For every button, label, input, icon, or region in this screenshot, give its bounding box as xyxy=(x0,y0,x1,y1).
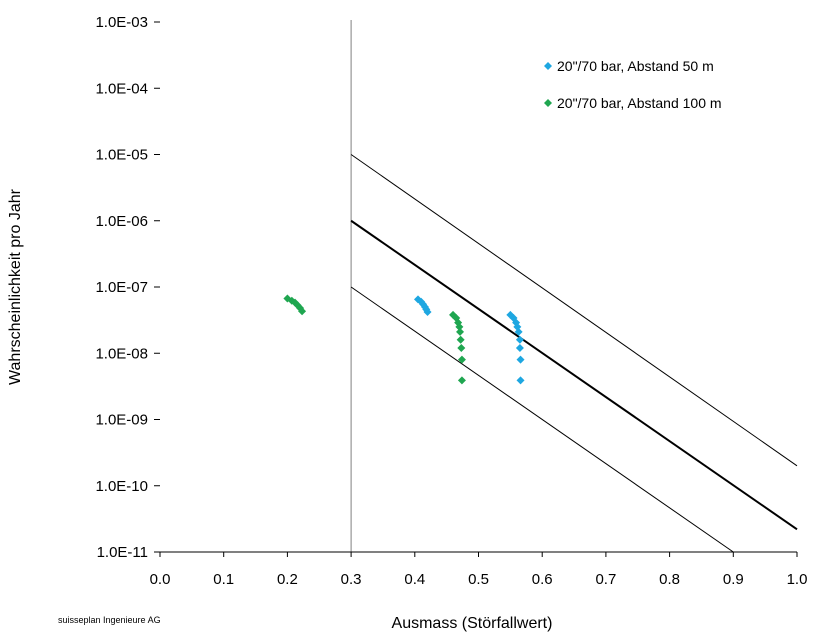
x-tick-label: 0.6 xyxy=(532,571,553,588)
data-point xyxy=(514,327,523,336)
legend-label: 20"/70 bar, Abstand 100 m xyxy=(557,95,722,111)
x-tick-label: 0.5 xyxy=(468,571,489,588)
data-points xyxy=(283,294,525,385)
x-tick-label: 0.9 xyxy=(723,571,744,588)
x-axis-ticks: 0.0 0.1 0.2 0.3 0.4 0.5 0.6 0.7 0.8 0.9 1.0 xyxy=(150,552,808,588)
x-tick-label: 0.7 xyxy=(595,571,616,588)
y-tick-label: 1.0E-10 xyxy=(95,478,148,495)
data-point xyxy=(515,335,524,344)
y-tick-label: 1.0E-09 xyxy=(95,412,148,429)
y-axis-label: Wahrscheinlichkeit pro Jahr xyxy=(7,188,24,385)
x-axis-label: Ausmass (Störfallwert) xyxy=(392,615,553,632)
y-tick-label: 1.0E-11 xyxy=(97,544,148,561)
y-tick-label: 1.0E-05 xyxy=(95,147,148,164)
y-tick-label: 1.0E-03 xyxy=(95,14,148,31)
legend-marker xyxy=(544,62,552,70)
data-point xyxy=(457,355,466,364)
y-tick-label: 1.0E-07 xyxy=(95,279,148,296)
data-point xyxy=(423,307,432,316)
footer-credit: suisseplan Ingenieure AG xyxy=(58,615,161,625)
data-point xyxy=(515,344,524,353)
y-tick-label: 1.0E-04 xyxy=(95,80,148,97)
data-point xyxy=(456,327,465,336)
x-tick-label: 0.0 xyxy=(150,571,171,588)
y-tick-label: 1.0E-08 xyxy=(95,345,148,362)
acceptability-line xyxy=(350,154,798,467)
data-point xyxy=(456,335,465,344)
legend-label: 20"/70 bar, Abstand 50 m xyxy=(557,58,714,74)
x-tick-label: 0.2 xyxy=(277,571,298,588)
acceptability-line xyxy=(350,219,798,531)
x-tick-label: 0.4 xyxy=(404,571,425,588)
x-tick-label: 0.3 xyxy=(341,571,362,588)
reference-lines xyxy=(350,20,798,553)
data-point xyxy=(457,376,466,385)
data-point xyxy=(455,322,464,331)
data-point xyxy=(516,376,525,385)
data-point xyxy=(516,355,525,364)
x-tick-label: 0.8 xyxy=(659,571,680,588)
data-point xyxy=(457,344,466,353)
legend: 20"/70 bar, Abstand 50 m 20"/70 bar, Abst… xyxy=(544,58,722,111)
x-tick-label: 0.1 xyxy=(213,571,234,588)
x-tick-label: 1.0 xyxy=(787,571,808,588)
y-tick-label: 1.0E-06 xyxy=(95,213,148,230)
legend-marker xyxy=(544,99,552,107)
y-axis-ticks: 1.0E-03 1.0E-04 1.0E-05 1.0E-06 1.0E-07 1.0E-… xyxy=(95,14,160,561)
data-point xyxy=(298,307,307,316)
acceptability-line xyxy=(350,286,734,553)
